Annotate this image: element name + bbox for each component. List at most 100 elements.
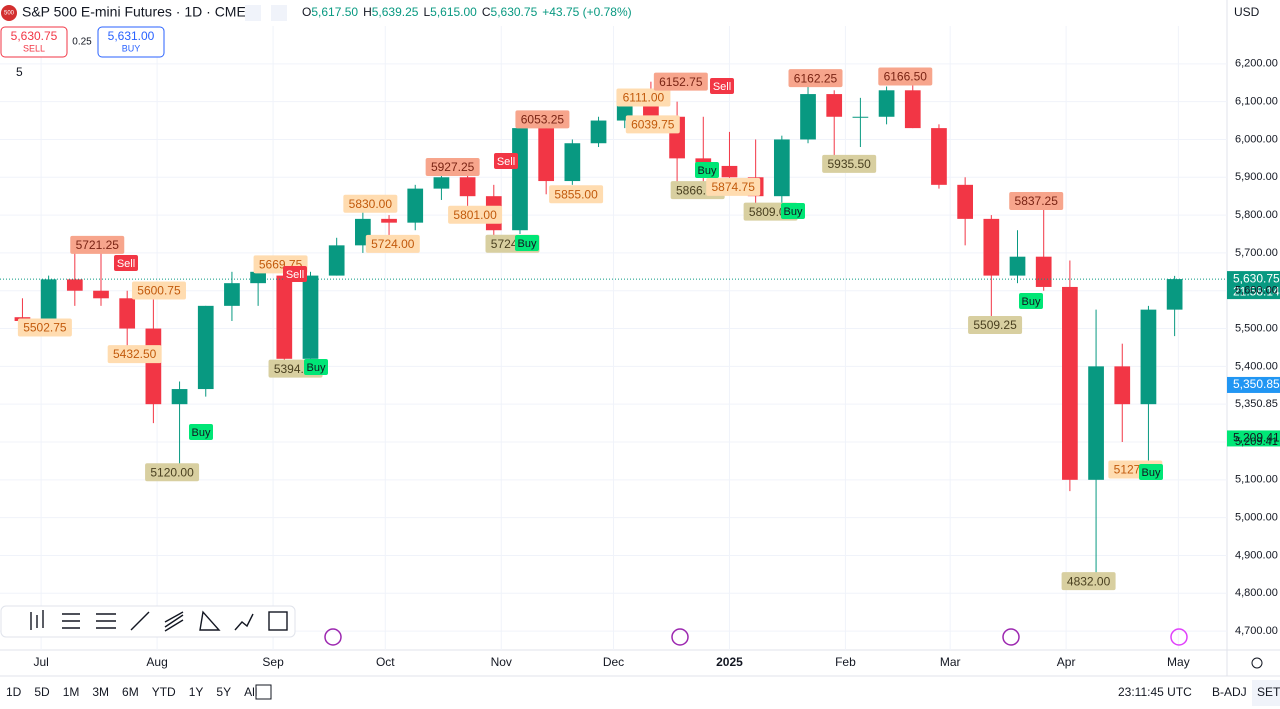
- price-annotation: [425, 157, 480, 176]
- ohlc-key: O: [302, 5, 311, 19]
- buy-price: 5,631.00: [108, 29, 155, 43]
- signal-tag: [515, 235, 539, 251]
- candle-body: [931, 128, 947, 185]
- signal-tag: [1139, 464, 1163, 480]
- annotation-label: 5830.00: [349, 197, 393, 211]
- price-annotation: [653, 72, 708, 91]
- annotation-label: 5874.75: [712, 180, 756, 194]
- candle-body: [224, 283, 240, 306]
- adjust[interactable]: B-ADJ: [1212, 685, 1247, 699]
- signal-label: Buy: [784, 206, 803, 218]
- icon-btn[interactable]: [271, 5, 287, 21]
- price-tag-label: 5,630.75: [1233, 271, 1280, 285]
- candle-body: [171, 389, 188, 405]
- range-button[interactable]: 5D: [34, 685, 50, 699]
- candle-body: [1114, 366, 1131, 405]
- signal-label: Sell: [286, 269, 304, 281]
- price-annotation: [515, 110, 570, 129]
- y-tick-label: 5,350.85: [1235, 398, 1278, 410]
- annotation-label: 5935.50: [827, 157, 871, 171]
- ohlc-value: 5,630.75: [491, 5, 538, 19]
- candle-body: [433, 177, 450, 189]
- signal-label: Buy: [1142, 467, 1161, 479]
- buy-button[interactable]: [97, 26, 165, 58]
- y-tick-label: 5,900.00: [1235, 171, 1278, 183]
- price-annotation: [17, 318, 72, 337]
- annotation-label: 5927.25: [431, 160, 475, 174]
- signal-tag: [695, 162, 719, 178]
- session[interactable]: SET: [1257, 685, 1280, 699]
- y-tick-label: 5,000.00: [1235, 512, 1278, 524]
- calendar-icon[interactable]: [255, 684, 272, 700]
- tool-icon[interactable]: [130, 611, 150, 631]
- range-button[interactable]: YTD: [152, 685, 176, 699]
- range-button[interactable]: 1M: [63, 685, 80, 699]
- logo: [1, 5, 17, 21]
- annotation-label: 5600.75: [137, 284, 181, 298]
- tool-icon[interactable]: [268, 611, 288, 631]
- price-annotation: [822, 154, 877, 173]
- sell-button[interactable]: [0, 26, 68, 58]
- range-button[interactable]: 6M: [122, 685, 139, 699]
- range-button[interactable]: All: [244, 685, 257, 699]
- tool-icon[interactable]: [199, 610, 221, 631]
- candle-body: [826, 94, 843, 117]
- candle-body: [407, 188, 424, 223]
- range-button[interactable]: 1D: [6, 685, 22, 699]
- signal-label: Sell: [117, 258, 135, 270]
- spread: 0.25: [72, 37, 92, 48]
- y-tick-label: 5,600.00: [1235, 285, 1278, 297]
- price-annotation: [365, 234, 420, 253]
- signal-label: Buy: [1022, 296, 1041, 308]
- tool-icon[interactable]: [234, 613, 254, 631]
- signal-label: Sell: [497, 156, 515, 168]
- candle-body: [983, 218, 1000, 276]
- x-tick-label: Mar: [940, 655, 961, 669]
- candle-body: [459, 177, 476, 197]
- x-tick-label: 2025: [716, 655, 743, 669]
- sell-price: 5,630.75: [11, 29, 58, 43]
- ohlc-key: L: [423, 5, 430, 19]
- candle-body: [302, 275, 319, 359]
- icon-btn[interactable]: [245, 5, 261, 21]
- ohlc-value: 5,639.25: [372, 5, 419, 19]
- tool-icon[interactable]: [164, 611, 184, 632]
- indicator-count[interactable]: 5: [16, 65, 23, 79]
- tool-icon[interactable]: [30, 610, 44, 630]
- price-tag: [1227, 376, 1280, 393]
- tool-icon[interactable]: [62, 613, 80, 629]
- y-tick-label: 5,209.41: [1235, 436, 1278, 448]
- candle-body: [878, 90, 895, 117]
- x-tick-label: May: [1167, 655, 1190, 669]
- candle-body: [904, 90, 921, 129]
- range-button[interactable]: 3M: [92, 685, 109, 699]
- annotation-label: 6039.75: [631, 118, 675, 132]
- buy-label: BUY: [122, 43, 141, 53]
- currency[interactable]: USD: [1234, 5, 1260, 19]
- x-tick-label: Dec: [603, 655, 624, 669]
- candle-body: [512, 128, 528, 231]
- range-button[interactable]: 1Y: [189, 685, 204, 699]
- annotation-label: 4832.00: [1067, 574, 1111, 588]
- annotation-label: 6053.25: [521, 112, 565, 126]
- candle-body: [564, 143, 581, 182]
- annotation-label: 5432.50: [113, 347, 157, 361]
- tool-icon[interactable]: [96, 613, 116, 629]
- candle-body: [538, 128, 555, 182]
- settings-icon[interactable]: [1251, 657, 1263, 669]
- clock: 23:11:45 UTC: [1118, 685, 1192, 699]
- range-button[interactable]: 5Y: [216, 685, 231, 699]
- signal-tag: [283, 266, 307, 282]
- session-bg: [1252, 680, 1280, 706]
- candle-body: [957, 184, 973, 219]
- ohlc-key: C: [482, 5, 491, 19]
- candle-body: [590, 120, 607, 144]
- candle-body: [721, 165, 738, 178]
- signal-tag: [781, 203, 805, 219]
- annotation-label: 6162.25: [794, 71, 838, 85]
- candle-body: [1035, 256, 1052, 287]
- candle-body: [800, 94, 816, 140]
- signal-tag: [114, 255, 138, 271]
- sell-label: SELL: [23, 43, 45, 53]
